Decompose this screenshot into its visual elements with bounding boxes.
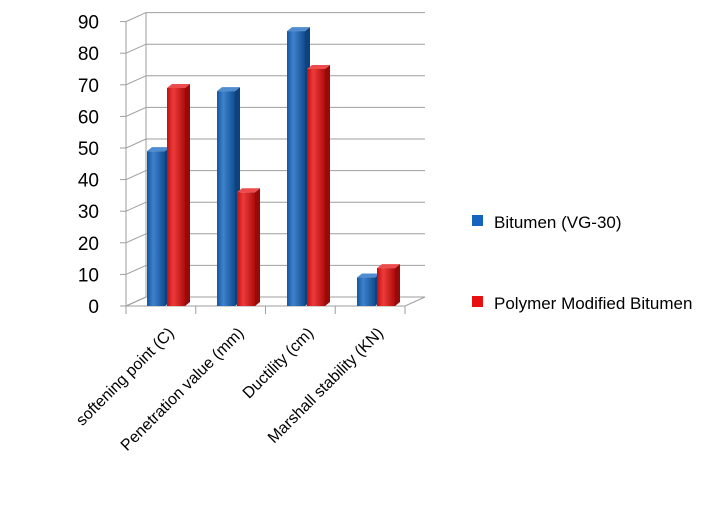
legend-swatch-polymer-modified-bitumen — [472, 296, 483, 307]
y-tick-label: 10 — [78, 265, 99, 286]
bar-top — [377, 264, 400, 269]
y-tick-label: 50 — [78, 139, 99, 160]
bar-top — [217, 87, 240, 92]
x-category-label: Marshall stability (KN) — [265, 325, 387, 447]
grid-line-wall — [125, 43, 147, 54]
x-category-label: Penetration value (mm) — [118, 325, 248, 455]
bar-polymer-modified-bitumen — [237, 192, 255, 306]
bar-polymer-modified-bitumen — [377, 268, 395, 306]
y-tick-label: 90 — [78, 13, 99, 34]
grid-line-wall — [125, 106, 147, 117]
bar-top — [287, 27, 310, 32]
legend-swatch-bitumen — [472, 215, 483, 226]
grid-line-wall — [125, 75, 147, 86]
y-tick-label: 60 — [78, 107, 99, 128]
x-category-label: Ductility (cm) — [240, 325, 317, 402]
bar-side — [255, 188, 260, 306]
bar-side — [395, 264, 400, 306]
bar-polymer-modified-bitumen — [307, 69, 325, 306]
bar-bitumen — [357, 277, 375, 306]
bar-top — [237, 188, 260, 193]
legend-label-bitumen: Bitumen (VG-30) — [494, 213, 622, 232]
grid-line-wall — [125, 170, 147, 181]
y-tick-label: 40 — [78, 171, 99, 192]
bar-bitumen — [287, 31, 305, 307]
y-tick-label: 0 — [88, 297, 99, 318]
x-category-labels: softening point (C)Penetration value (mm… — [73, 325, 387, 455]
grid-line-wall — [125, 201, 147, 212]
legend-label-polymer-modified-bitumen: Polymer Modified Bitumen — [494, 294, 693, 313]
grid-lines — [125, 12, 425, 307]
bar-bitumen — [147, 151, 165, 306]
y-tick-label: 20 — [78, 234, 99, 255]
bar-side — [325, 65, 330, 306]
bar-top — [307, 65, 330, 69]
bar-top — [167, 83, 190, 88]
y-tick-label: 70 — [78, 76, 99, 97]
bar-polymer-modified-bitumen — [167, 87, 185, 307]
bar-top — [357, 273, 380, 278]
grid-line-wall — [125, 264, 147, 275]
bar-bitumen — [217, 91, 235, 307]
bar-top — [147, 147, 170, 152]
bars — [147, 27, 400, 307]
y-tick-labels: 0 10 20 30 40 50 60 70 80 90 — [78, 13, 99, 318]
bar-side — [185, 83, 190, 307]
y-tick-label: 30 — [78, 202, 99, 223]
y-tick-label: 80 — [78, 44, 99, 65]
grid-line-wall — [125, 138, 147, 149]
grid-line-wall — [125, 233, 147, 244]
grid-line-wall — [125, 12, 147, 23]
